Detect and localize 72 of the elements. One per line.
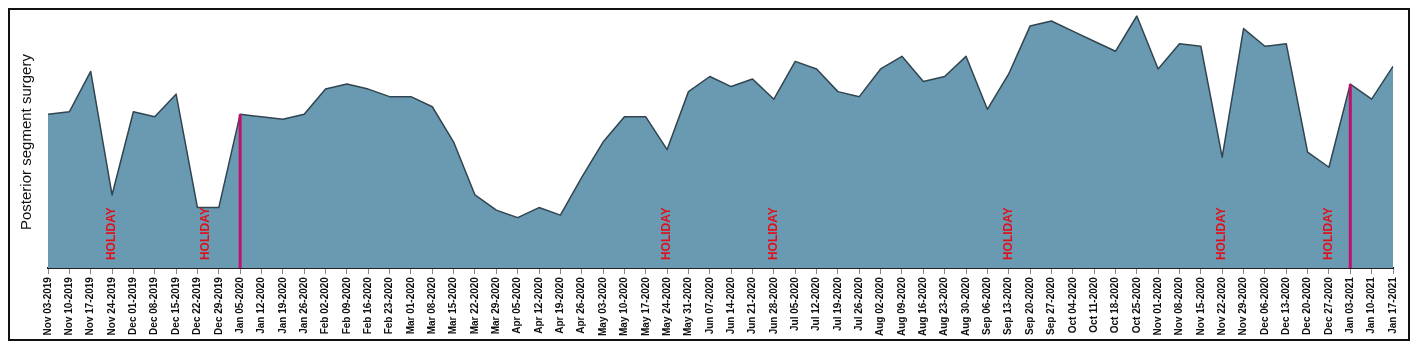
annotation: HOLIDAY	[1001, 207, 1016, 261]
x-tick-label: May 17-2020	[639, 276, 651, 337]
x-tick-label: Aug 16-2020	[917, 276, 929, 336]
x-tick-label: Dec 06-2020	[1258, 276, 1270, 335]
x-tick-label: Nov 17-2019	[84, 276, 96, 336]
x-tick-label: Jan 17-2021	[1386, 276, 1398, 334]
x-tick-label: Dec 15-2019	[169, 276, 181, 335]
x-tick-label: Nov 29-2020	[1237, 276, 1249, 336]
x-tick-label: Sep 13-2020	[1002, 276, 1014, 335]
x-tick-label: Dec 29-2019	[212, 276, 224, 335]
annotation: HOLIDAY	[1321, 207, 1336, 261]
x-tick-label: May 31-2020	[682, 276, 694, 337]
x-tick-label: Jan 05-2020	[233, 276, 245, 334]
x-tick-label: Jul 12-2020	[810, 276, 822, 332]
x-tick-label: Dec 27-2020	[1322, 276, 1334, 335]
x-tick-label: Oct 18-2020	[1109, 276, 1121, 334]
x-tick-label: Sep 06-2020	[981, 276, 993, 335]
x-tick-label: Jul 05-2020	[788, 276, 800, 332]
x-tick-label: Mar 01-2020	[404, 276, 416, 335]
x-tick-label: Mar 22-2020	[468, 276, 480, 335]
x-tick-label: Nov 08-2020	[1173, 276, 1185, 336]
x-tick-label: Apr 19-2020	[554, 276, 566, 334]
x-tick-label: Jul 26-2020	[853, 276, 865, 332]
x-tick-label: Feb 09-2020	[340, 276, 352, 335]
annotation: HOLIDAY	[1214, 207, 1229, 261]
x-tick-label: Mar 15-2020	[447, 276, 459, 335]
annotation: HOLIDAY	[766, 207, 781, 261]
x-tick-label: Jan 10-2021	[1365, 276, 1377, 334]
x-tick-label: Oct 25-2020	[1130, 276, 1142, 334]
x-tick-label: Jun 28-2020	[767, 276, 779, 335]
x-tick-label: Nov 03-2019	[41, 276, 53, 336]
x-tick-label: Oct 04-2020	[1066, 276, 1078, 334]
x-tick-label: Sep 27-2020	[1045, 276, 1057, 335]
y-axis-title: Posterior segment surgery	[17, 53, 35, 230]
x-tick-label: Dec 22-2019	[191, 276, 203, 335]
x-tick-label: Sep 20-2020	[1023, 276, 1035, 335]
x-tick-label: Jul 19-2020	[831, 276, 843, 332]
x-tick-label: Feb 02-2020	[319, 276, 331, 335]
x-tick-label: Nov 01-2020	[1151, 276, 1163, 336]
x-tick-label: Jan 26-2020	[297, 276, 309, 334]
x-tick-label: Dec 01-2019	[127, 276, 139, 335]
x-tick-label: Aug 02-2020	[874, 276, 886, 336]
x-tick-label: Jan 03-2021	[1344, 276, 1356, 334]
x-tick-label: Dec 13-2020	[1280, 276, 1291, 335]
x-tick-label: Dec 20-2020	[1301, 276, 1313, 335]
x-tick-label: Aug 09-2020	[895, 276, 907, 336]
x-tick-label: Jun 07-2020	[703, 276, 715, 335]
x-tick-label: Apr 05-2020	[511, 276, 523, 334]
x-tick-label: Nov 10-2019	[63, 276, 75, 336]
x-tick-label: Feb 23-2020	[383, 276, 395, 335]
x-tick-label: Dec 08-2019	[148, 276, 160, 335]
x-tick-label: Jun 14-2020	[724, 276, 736, 335]
x-tick-label: May 10-2020	[618, 276, 630, 337]
x-tick-label: Nov 15-2020	[1194, 276, 1206, 336]
x-tick-label: May 24-2020	[660, 276, 672, 337]
x-tick-label: Jan 19-2020	[276, 276, 288, 334]
x-tick-label: Mar 29-2020	[490, 276, 502, 335]
x-tick-label: Jan 12-2020	[255, 276, 267, 334]
annotation: HOLIDAY	[659, 207, 674, 261]
x-tick-label: Jun 21-2020	[746, 276, 758, 335]
x-tick-label: Feb 16-2020	[361, 276, 373, 335]
x-tick-label: Apr 12-2020	[532, 276, 544, 334]
x-tick-label: Mar 08-2020	[426, 276, 438, 335]
x-tick-label: Aug 30-2020	[959, 276, 971, 336]
x-tick-label: Apr 26-2020	[575, 276, 587, 334]
x-tick-label: Nov 24-2019	[105, 276, 117, 336]
x-tick-label: Nov 22-2020	[1215, 276, 1227, 336]
x-tick-label: Oct 11-2020	[1087, 276, 1099, 333]
x-tick-label: Aug 23-2020	[938, 276, 950, 336]
annotation: HOLIDAY	[198, 207, 213, 261]
x-tick-label: May 03-2020	[596, 276, 608, 337]
annotation: HOLIDAY	[104, 207, 119, 261]
